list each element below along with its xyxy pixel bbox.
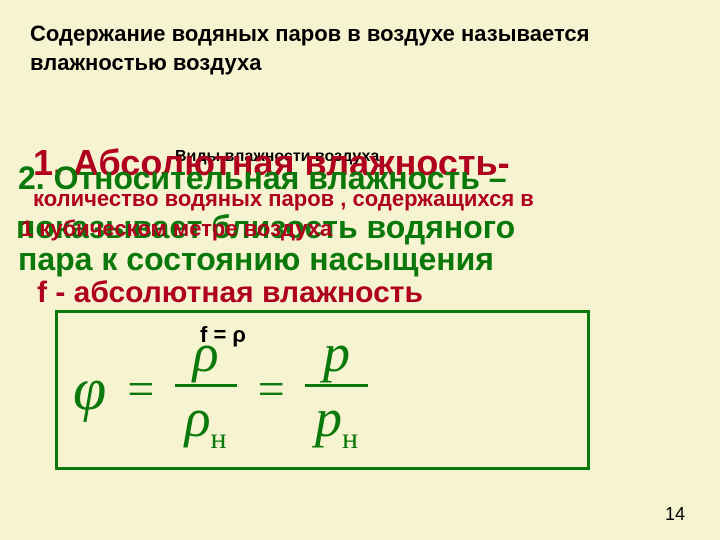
formula-box: φ = ρ ρн = p pн: [55, 310, 590, 470]
relative-desc-2: пара к состоянию насыщения: [18, 243, 494, 275]
page-number: 14: [665, 504, 685, 525]
title-text: Содержание водяных паров в воздухе назыв…: [30, 20, 690, 77]
title-line2: влажностью воздуха: [30, 50, 261, 75]
rho-denominator: ρн: [175, 391, 237, 454]
fraction-rho: ρ ρн: [175, 326, 237, 454]
p-denominator: pн: [305, 391, 368, 454]
title-line1: Содержание водяных паров в воздухе назыв…: [30, 21, 590, 46]
absolute-desc-1: количество водяных паров , содержащихся …: [33, 188, 534, 210]
p-numerator: p: [313, 326, 360, 380]
absolute-desc-2: 1 кубическом метре воздуха: [21, 218, 332, 240]
phi-symbol: φ: [73, 355, 106, 424]
equals-2: =: [255, 362, 287, 417]
fraction-p: p pн: [305, 326, 368, 454]
rho-numerator: ρ: [183, 326, 229, 380]
frac-line-2: [305, 384, 368, 387]
frac-line-1: [175, 384, 237, 387]
equals-1: =: [124, 362, 156, 417]
formula-phi: φ = ρ ρн = p pн: [73, 326, 368, 454]
f-definition: f - абсолютная влажность: [37, 278, 423, 308]
